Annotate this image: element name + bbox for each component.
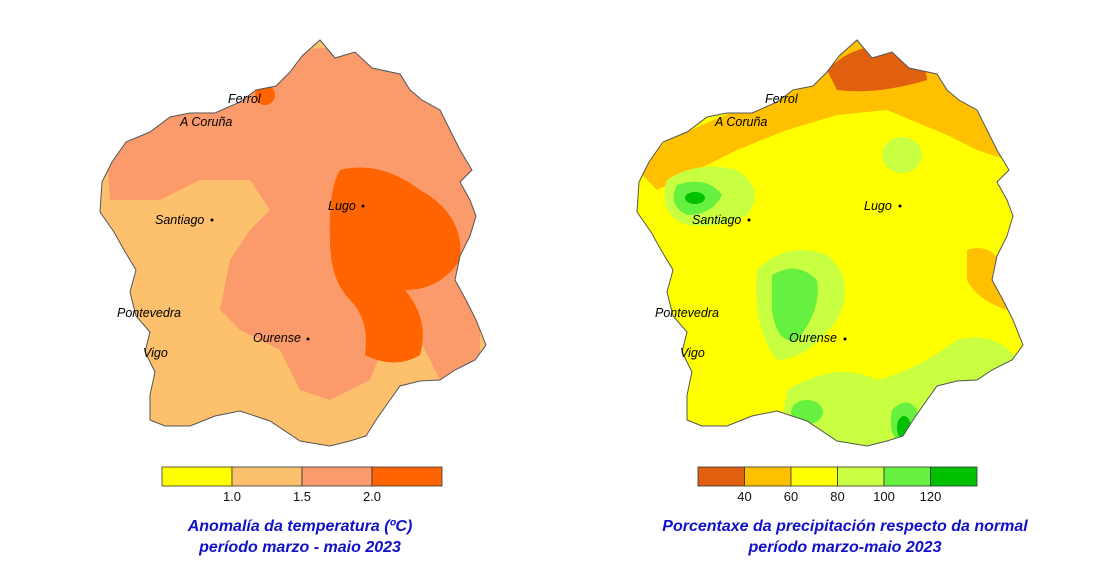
region-above-120-south bbox=[897, 416, 911, 440]
legend-tick-label: 120 bbox=[920, 489, 942, 504]
legend-swatch bbox=[930, 466, 978, 487]
caption-title: Anomalía da temperatura (ºC) bbox=[187, 518, 413, 535]
region-ferrol-above-2 bbox=[255, 85, 275, 105]
city-lugo: Lugo bbox=[864, 199, 892, 213]
legend-tick-label: 80 bbox=[830, 489, 844, 504]
city-ourense: Ourense bbox=[789, 331, 837, 345]
region-above-2 bbox=[329, 167, 461, 363]
legend-swatch bbox=[371, 466, 443, 487]
caption-period: período marzo-maio 2023 bbox=[748, 539, 942, 556]
legend-swatch bbox=[301, 466, 373, 487]
precipitation-caption: Porcentaxe da precipitación respecto da … bbox=[620, 516, 1070, 558]
temperature-map bbox=[99, 39, 487, 447]
legend-swatch bbox=[837, 466, 885, 487]
region-80-100-north bbox=[882, 137, 922, 173]
city-pontevedra: Pontevedra bbox=[655, 306, 719, 320]
city-pontevedra: Pontevedra bbox=[117, 306, 181, 320]
legend-tick-label: 60 bbox=[784, 489, 798, 504]
region-100-120-sw bbox=[791, 400, 823, 424]
legend-swatch bbox=[161, 466, 233, 487]
city-santiago: Santiago bbox=[692, 213, 741, 227]
legend-tick-label: 1.0 bbox=[223, 489, 241, 504]
legend-swatch bbox=[697, 466, 745, 487]
legend-swatch bbox=[790, 466, 838, 487]
city-ferrol: Ferrol bbox=[765, 92, 799, 106]
legend-swatch bbox=[883, 466, 931, 487]
legend-tick-label: 40 bbox=[737, 489, 751, 504]
city-labels-right: Ferrol A Coruña Santiago Lugo Pontevedra… bbox=[655, 92, 902, 360]
city-vigo: Vigo bbox=[680, 346, 705, 360]
city-a-coruna: A Coruña bbox=[714, 115, 767, 129]
city-vigo: Vigo bbox=[143, 346, 168, 360]
legend-tick-label: 1.5 bbox=[293, 489, 311, 504]
city-a-coruna: A Coruña bbox=[179, 115, 232, 129]
caption-period: período marzo - maio 2023 bbox=[199, 539, 401, 556]
legend-tick-label: 2.0 bbox=[363, 489, 381, 504]
city-ourense: Ourense bbox=[253, 331, 301, 345]
city-ferrol: Ferrol bbox=[228, 92, 262, 106]
precipitation-map bbox=[636, 39, 1024, 447]
region-above-120-west bbox=[685, 192, 705, 204]
legend-swatch bbox=[231, 466, 303, 487]
legend-swatch bbox=[744, 466, 792, 487]
caption-title: Porcentaxe da precipitación respecto da … bbox=[662, 518, 1028, 535]
city-lugo: Lugo bbox=[328, 199, 356, 213]
temperature-legend: 1.0 1.5 2.0 bbox=[161, 466, 443, 504]
region-100-120-center bbox=[772, 268, 818, 341]
legend-tick-label: 100 bbox=[873, 489, 895, 504]
precipitation-legend: 40 60 80 100 120 bbox=[697, 466, 978, 504]
city-labels-left: Ferrol A Coruña Santiago Lugo Pontevedra… bbox=[117, 92, 365, 360]
temperature-caption: Anomalía da temperatura (ºC) período mar… bbox=[100, 516, 500, 558]
city-santiago: Santiago bbox=[155, 213, 204, 227]
